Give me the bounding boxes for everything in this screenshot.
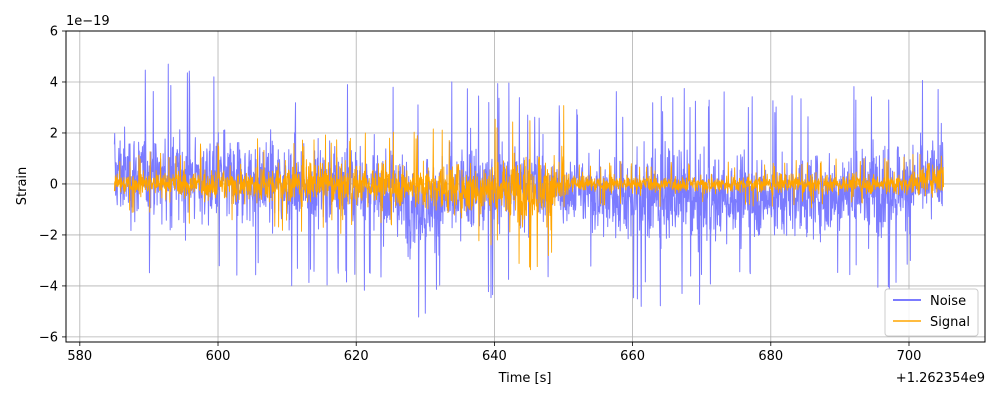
legend-label-signal: Signal	[930, 315, 970, 330]
y-tick-label: 4	[50, 75, 58, 90]
y-tick-label: 6	[50, 25, 58, 40]
x-axis-title: Time [s]	[498, 371, 552, 386]
y-scale-label: 1e−19	[66, 14, 110, 29]
y-tick-label: −2	[39, 228, 58, 243]
series-layer	[113, 63, 944, 318]
signal-series-line	[113, 105, 944, 271]
x-tick-label: 600	[206, 349, 231, 364]
x-tick-label: 700	[897, 349, 922, 364]
ticks-layer: 580 600 620 640 660 680 700 −6 −4 −2 0 2 4 6	[39, 25, 922, 365]
y-tick-label: −6	[39, 330, 58, 345]
legend-label-noise: Noise	[930, 294, 966, 309]
legend: Noise Signal	[884, 288, 979, 337]
x-tick-label: 680	[758, 349, 783, 364]
x-tick-label: 660	[620, 349, 645, 364]
x-offset-label: +1.262354e9	[896, 371, 985, 386]
axes-layer	[65, 30, 986, 343]
plot-frame	[65, 30, 986, 343]
x-tick-label: 640	[482, 349, 507, 364]
y-tick-label: −4	[39, 279, 58, 294]
y-tick-label: 2	[50, 126, 58, 141]
y-axis-title: Strain	[15, 167, 30, 206]
x-tick-label: 620	[344, 349, 369, 364]
y-tick-label: 0	[50, 177, 58, 192]
x-tick-label: 580	[67, 349, 92, 364]
